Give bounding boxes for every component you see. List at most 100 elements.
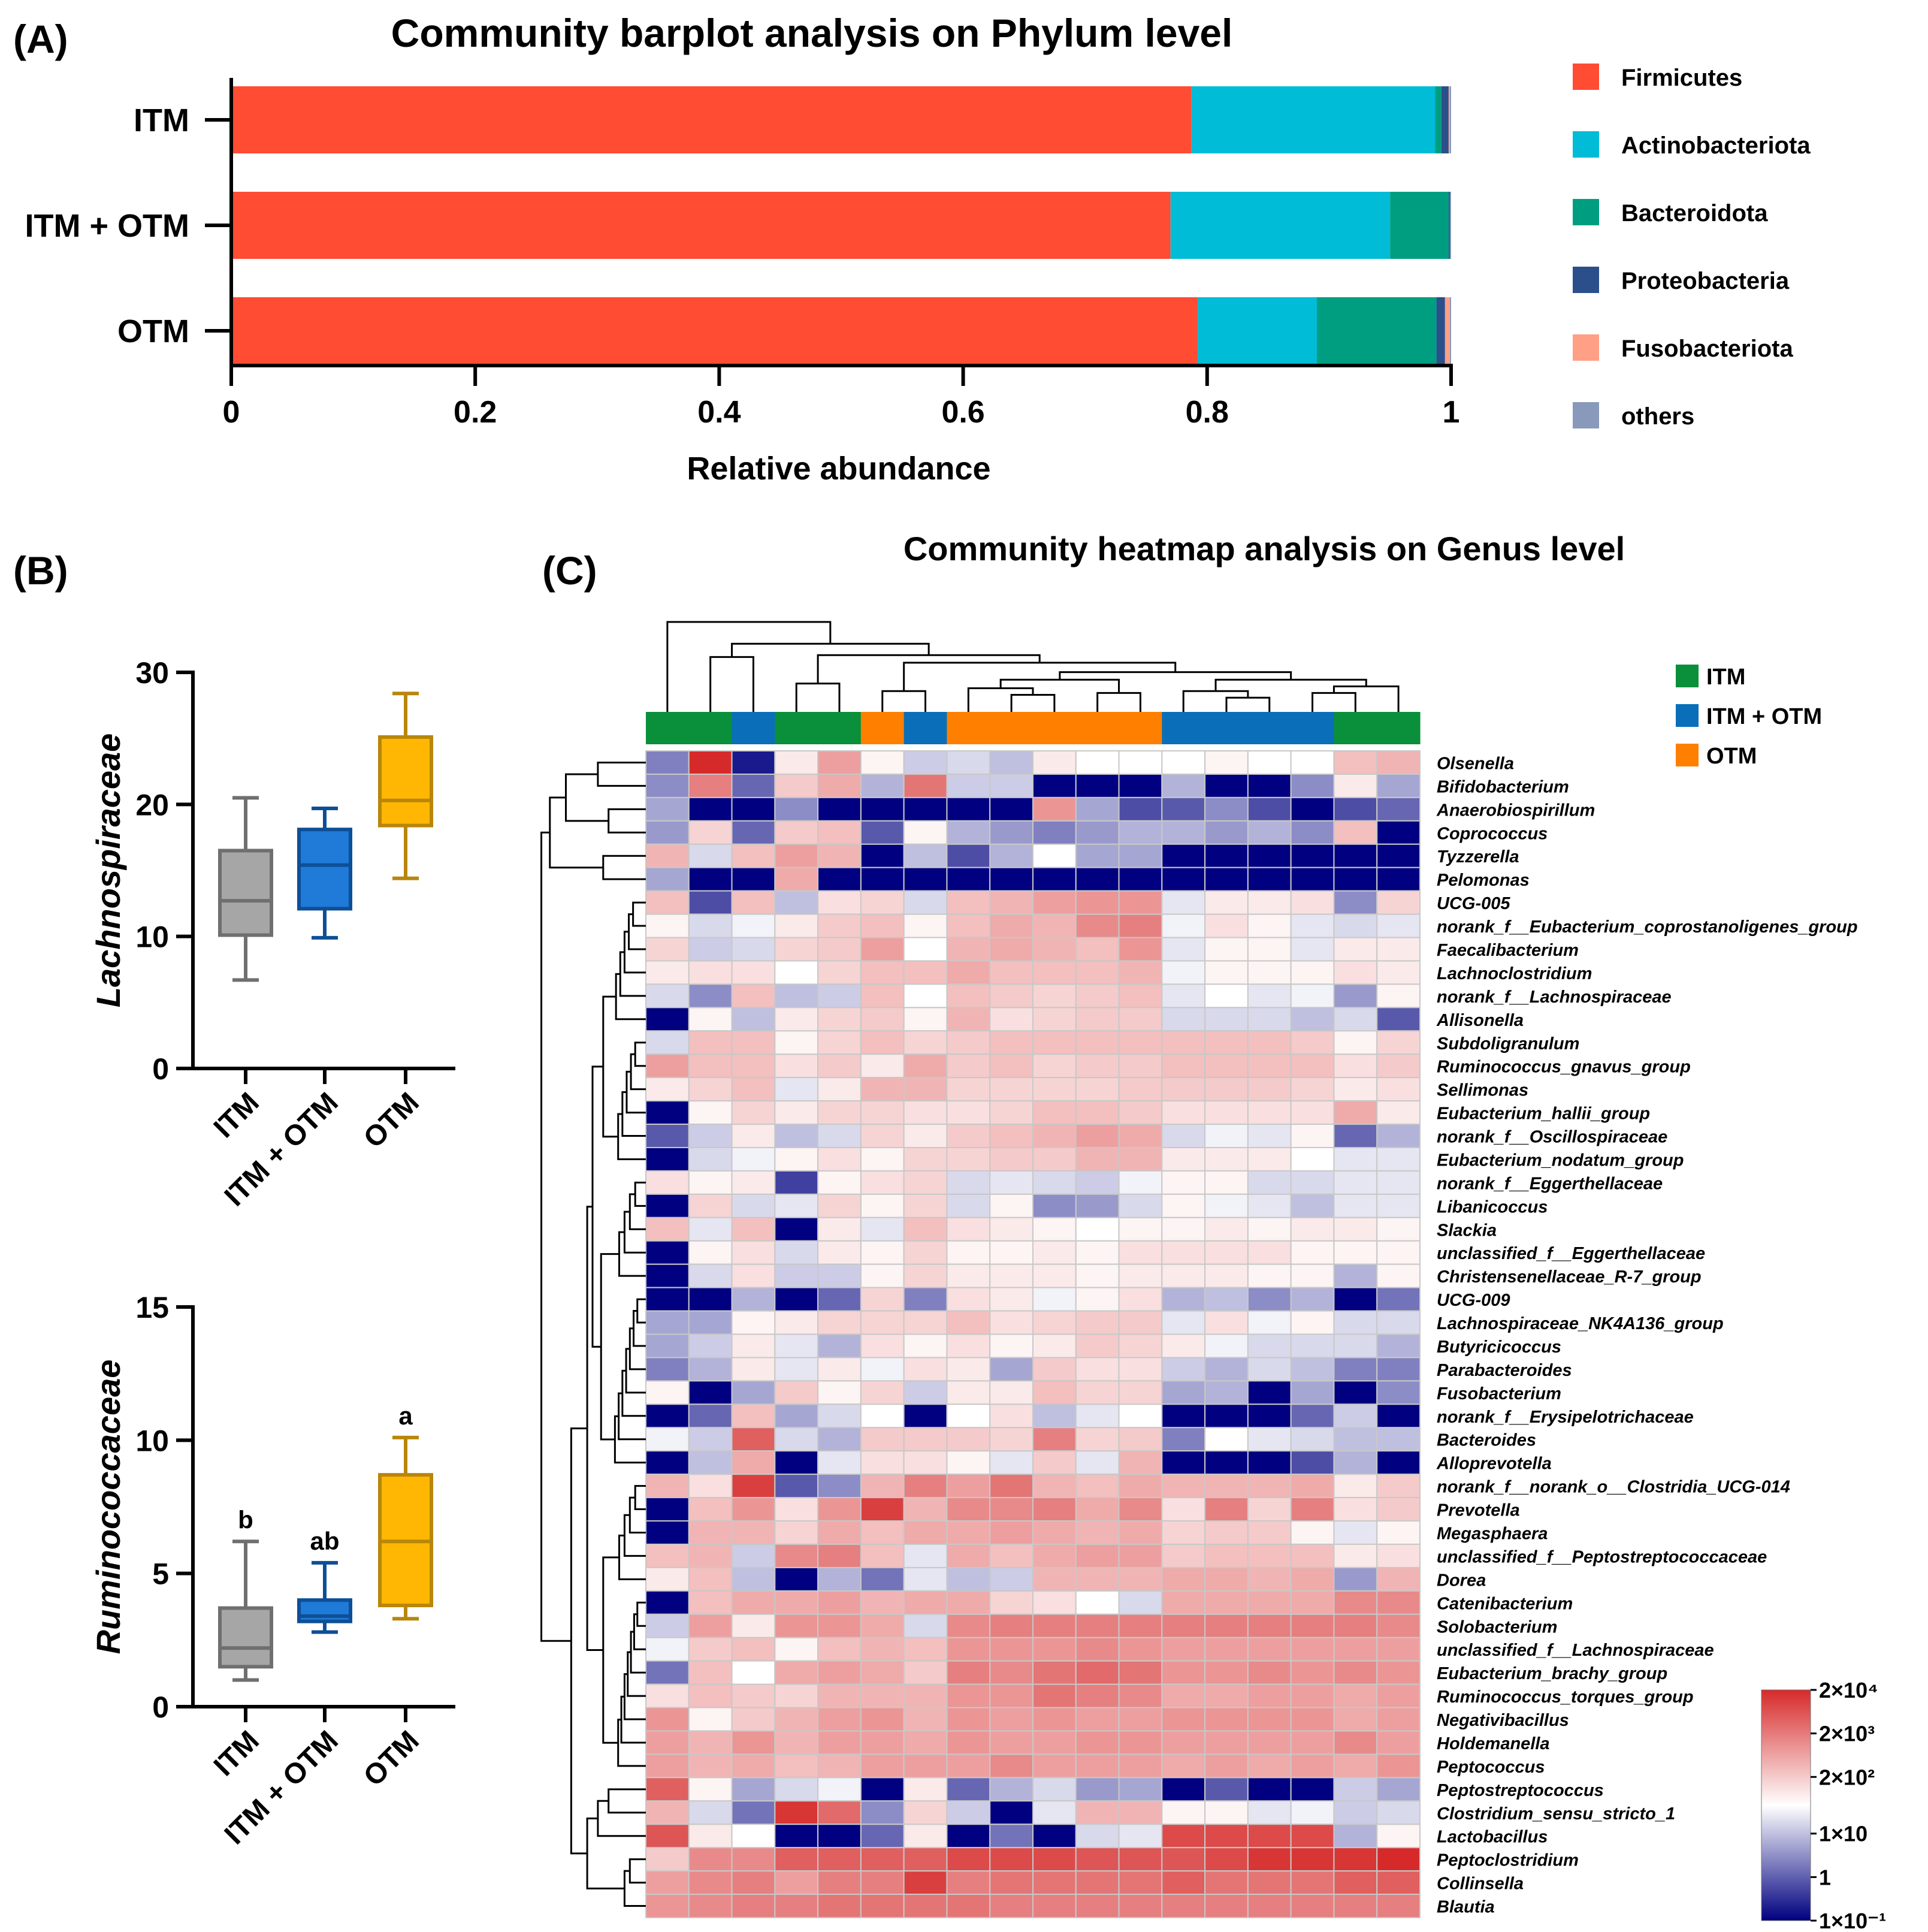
heatmap-cell — [1333, 1100, 1378, 1125]
heatmap-cell — [1075, 796, 1120, 822]
x-tick-label: 1 — [1443, 395, 1460, 430]
heatmap-cell — [1247, 1520, 1292, 1545]
heatmap-cell — [1118, 1753, 1163, 1779]
heatmap-cell — [817, 1193, 862, 1218]
heatmap-cell — [688, 1310, 733, 1335]
heatmap-cell — [817, 820, 862, 845]
bar-segment-bacteroidota — [1317, 297, 1437, 364]
heatmap-cell — [903, 1543, 948, 1568]
heatmap-cell — [731, 867, 776, 892]
heatmap-cell — [1032, 750, 1077, 775]
heatmap-cell — [731, 1660, 776, 1685]
heatmap-cell — [645, 843, 690, 868]
row-label: Alloprevotella — [1436, 1454, 1552, 1474]
heatmap-cell — [1075, 1730, 1120, 1755]
heatmap-cell — [731, 1240, 776, 1265]
heatmap-cell — [1333, 1566, 1378, 1592]
heatmap-cell — [1075, 1357, 1120, 1382]
heatmap-cell — [1204, 913, 1249, 938]
group-bar-cell — [860, 712, 905, 744]
heatmap-cell — [1032, 1566, 1077, 1592]
heatmap-cell — [1161, 1590, 1206, 1615]
heatmap-cell — [1032, 1100, 1077, 1125]
row-label: unclassified_f__Lachnospiraceae — [1437, 1641, 1714, 1660]
heatmap-cell — [1161, 1543, 1206, 1568]
heatmap-cell — [1376, 1777, 1421, 1802]
heatmap-cell — [903, 1124, 948, 1148]
heatmap-cell — [1032, 843, 1077, 868]
heatmap-cell — [645, 820, 690, 845]
heatmap-cell — [1247, 1333, 1292, 1359]
panel-label-c: (C) — [542, 548, 597, 593]
heatmap-cell — [1376, 1707, 1421, 1732]
heatmap-cell — [1247, 1357, 1292, 1382]
heatmap-cell — [1290, 1497, 1335, 1522]
group-legend-label: OTM — [1706, 744, 1757, 769]
heatmap-cell — [731, 1590, 776, 1615]
heatmap-cell — [1247, 820, 1292, 845]
heatmap-cell — [1376, 1566, 1421, 1592]
heatmap-cell — [903, 1427, 948, 1452]
panel-label-b: (B) — [13, 548, 68, 593]
heatmap-cell — [688, 913, 733, 938]
heatmap-cell — [946, 750, 991, 775]
heatmap-cell — [1376, 867, 1421, 892]
heatmap-cell — [1075, 983, 1120, 1009]
color-scale-tick-label: 2×10² — [1819, 1765, 1875, 1789]
heatmap-cell — [1376, 1030, 1421, 1055]
heatmap-cell — [1333, 820, 1378, 845]
heatmap-cell — [1333, 1800, 1378, 1825]
heatmap-cell — [1290, 1380, 1335, 1405]
heatmap-cell — [645, 960, 690, 985]
heatmap-cell — [1161, 843, 1206, 868]
heatmap-cell — [1161, 1030, 1206, 1055]
heatmap-cell — [1333, 1660, 1378, 1685]
heatmap-cell — [946, 960, 991, 985]
heatmap-cell — [860, 1613, 905, 1638]
heatmap-cell — [946, 1683, 991, 1708]
heatmap-cell — [946, 1660, 991, 1685]
heatmap-cell — [903, 1007, 948, 1032]
heatmap-cell — [989, 913, 1033, 938]
heatmap-cell — [1376, 1824, 1421, 1849]
heatmap-cell — [1204, 1193, 1249, 1218]
heatmap-cell — [1118, 843, 1163, 868]
heatmap-cell — [731, 1403, 776, 1429]
row-label: Coprococcus — [1437, 824, 1548, 843]
heatmap-cell — [1247, 1497, 1292, 1522]
heatmap-cell — [1333, 1124, 1378, 1148]
heatmap-cell — [946, 1543, 991, 1568]
heatmap-cell — [1032, 1520, 1077, 1545]
heatmap-cell — [774, 1193, 819, 1218]
heatmap-cell — [1032, 820, 1077, 845]
heatmap-cell — [774, 1707, 819, 1732]
heatmap-cell — [946, 1730, 991, 1755]
heatmap-cell — [903, 1380, 948, 1405]
heatmap-cell — [1075, 1310, 1120, 1335]
heatmap-cell — [1118, 1894, 1163, 1919]
heatmap-cell — [1161, 1170, 1206, 1195]
heatmap-cell — [1204, 750, 1249, 775]
heatmap-cell — [860, 1310, 905, 1335]
heatmap-cell — [645, 1660, 690, 1685]
heatmap-cell — [1290, 1170, 1335, 1195]
heatmap-cell — [731, 1287, 776, 1312]
bar-segment-bacteroidota — [1390, 192, 1449, 259]
heatmap-cell — [860, 1403, 905, 1429]
heatmap-cell — [946, 1847, 991, 1872]
heatmap-cell — [774, 937, 819, 962]
heatmap-cell — [1247, 1263, 1292, 1288]
heatmap-cell — [1032, 1707, 1077, 1732]
group-bar-cell — [1377, 712, 1421, 744]
heatmap-cell — [1032, 1380, 1077, 1405]
heatmap-cell — [688, 1497, 733, 1522]
heatmap-cell — [1161, 1053, 1206, 1079]
heatmap-cell — [688, 1263, 733, 1288]
heatmap-cell — [1333, 1590, 1378, 1615]
heatmap-cell — [1247, 750, 1292, 775]
heatmap-cell — [903, 1566, 948, 1592]
heatmap-cell — [946, 1707, 991, 1732]
heatmap-cell — [1075, 1146, 1120, 1172]
heatmap-cell — [731, 1007, 776, 1032]
heatmap-cell — [1118, 1170, 1163, 1195]
